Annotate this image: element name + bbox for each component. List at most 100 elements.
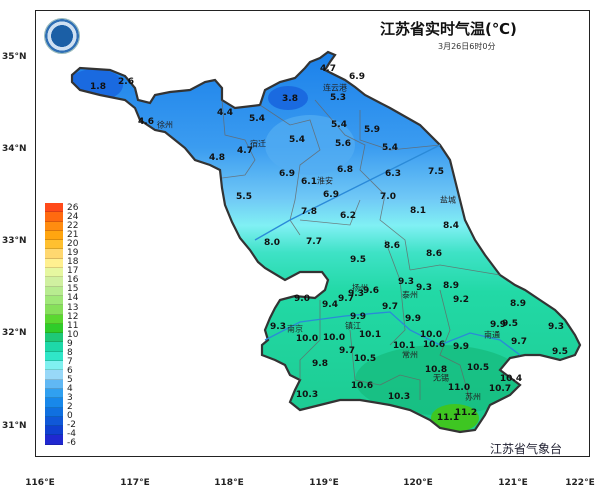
legend-swatch (45, 314, 63, 324)
map-title: 江苏省实时气温(℃) (380, 20, 517, 38)
station-temperature: 9.3 (548, 322, 564, 332)
legend-swatch (45, 240, 63, 250)
station-temperature: 11.0 (447, 383, 471, 393)
station-temperature: 6.8 (337, 165, 353, 175)
station-temperature: 4.4 (217, 108, 233, 118)
station-temperature: 7.0 (380, 192, 396, 202)
station-temperature: 10.0 (295, 334, 319, 344)
station-temperature: 4.6 (138, 117, 154, 127)
legend-label: 17 (67, 266, 79, 277)
lat-label: 34°N (2, 144, 27, 154)
legend-swatch (45, 426, 63, 436)
station-temperature: 5.4 (249, 114, 265, 124)
legend-swatch (45, 221, 63, 231)
station-temperature: 9.5 (502, 319, 518, 329)
city-label: 南通 (484, 330, 500, 340)
station-temperature: 11.2 (454, 408, 478, 418)
legend-label: 18 (67, 257, 79, 268)
legend-label: 5 (67, 374, 73, 385)
station-temperature: 9.8 (312, 359, 328, 369)
legend-swatch (45, 416, 63, 427)
legend-swatch (45, 370, 63, 380)
city-label: 苏州 (465, 392, 481, 402)
warm-zone (431, 404, 479, 432)
station-temperature: 9.4 (322, 300, 338, 310)
station-temperature: 10.3 (387, 392, 411, 402)
city-label: 泰州 (402, 290, 418, 300)
station-temperature: 10.0 (322, 333, 346, 343)
city-label: 南京 (287, 324, 303, 334)
legend-label: 0 (67, 411, 73, 422)
station-temperature: 10.6 (350, 381, 374, 391)
city-label: 连云港 (323, 83, 347, 93)
legend-label: 14 (67, 293, 79, 304)
station-temperature: 8.9 (443, 281, 459, 291)
legend-label: 4 (67, 383, 73, 394)
city-label: 淮安 (317, 176, 333, 186)
legend-label: -4 (67, 429, 76, 440)
station-temperature: 2.6 (118, 77, 134, 87)
station-temperature: 9.7 (511, 337, 527, 347)
legend-swatch (45, 407, 63, 417)
station-temperature: 9.3 (398, 277, 414, 287)
legend-swatch (45, 286, 63, 296)
station-temperature: 9.9 (405, 314, 421, 324)
legend-label: 3 (67, 392, 73, 403)
station-temperature: 10.5 (353, 354, 377, 364)
station-temperature: 5.4 (331, 120, 347, 130)
station-temperature: 7.8 (301, 207, 317, 217)
legend-label: 15 (67, 284, 79, 295)
station-temperature: 5.4 (382, 143, 398, 153)
legend-swatch (45, 277, 63, 287)
legend-label: 22 (67, 221, 79, 232)
legend-label: 10 (67, 329, 79, 340)
station-temperature: 8.1 (410, 206, 426, 216)
station-temperature: 5.4 (289, 135, 305, 145)
station-temperature: 10.3 (295, 390, 319, 400)
legend-swatch (45, 249, 63, 259)
station-temperature: 9.3 (416, 283, 432, 293)
station-temperature: 7.5 (428, 167, 444, 177)
station-temperature: 10.8 (424, 365, 448, 375)
city-label: 镇江 (345, 321, 361, 331)
station-temperature: 6.1 (301, 177, 317, 187)
station-temperature: 10.5 (466, 363, 490, 373)
legend-labels: 26 24 22 21 20 19 18 17 16 15 14 13 12 11 10 9 8 7 6 5 4 3 2 0-… (67, 203, 79, 449)
station-temperature: 9.5 (552, 347, 568, 357)
legend-swatch (45, 388, 63, 399)
lat-label: 32°N (2, 328, 27, 338)
city-label: 扬州 (352, 283, 368, 293)
legend-label: 19 (67, 248, 79, 259)
legend-label: 7 (67, 356, 73, 367)
station-temperature: 10.4 (499, 374, 523, 384)
station-temperature: 6.9 (279, 169, 295, 179)
station-temperature: 4.7 (320, 64, 336, 74)
lon-label: 117°E (120, 478, 150, 488)
legend-swatch (45, 342, 63, 352)
legend-swatch (45, 379, 63, 389)
city-label: 宿迁 (250, 139, 266, 149)
station-temperature: 4.8 (209, 153, 225, 163)
legend-swatch (45, 230, 63, 241)
station-temperature: 6.9 (349, 72, 365, 82)
lat-label: 33°N (2, 236, 27, 246)
station-temperature: 5.9 (364, 125, 380, 135)
legend-label: 12 (67, 311, 79, 322)
map-frame (35, 10, 590, 457)
rivers (254, 144, 521, 356)
station-temperature: 10.7 (488, 384, 512, 394)
legend-label: -6 (67, 438, 76, 449)
station-temperature: 8.4 (443, 221, 459, 231)
city-label: 无锡 (433, 373, 449, 383)
legend-swatch (45, 398, 63, 408)
station-temperature: 5.6 (335, 139, 351, 149)
legend-swatch (45, 305, 63, 315)
station-temperature: 7.7 (306, 237, 322, 247)
station-temperature: 10.6 (422, 340, 446, 350)
station-temperature: 9.7 (338, 294, 354, 304)
lon-label: 119°E (309, 478, 339, 488)
legend-label: 9 (67, 338, 73, 349)
station-temperature: 9.3 (348, 289, 364, 299)
lon-label: 120°E (403, 478, 433, 488)
